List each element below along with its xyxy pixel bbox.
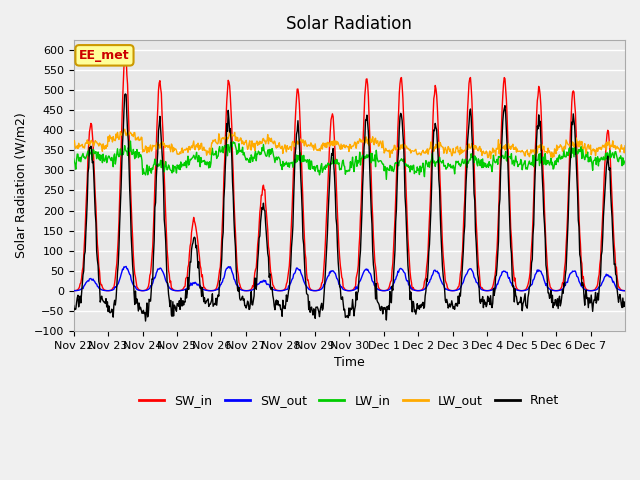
X-axis label: Time: Time	[334, 356, 365, 369]
Text: EE_met: EE_met	[79, 49, 130, 62]
Legend: SW_in, SW_out, LW_in, LW_out, Rnet: SW_in, SW_out, LW_in, LW_out, Rnet	[134, 389, 564, 412]
Title: Solar Radiation: Solar Radiation	[286, 15, 412, 33]
Y-axis label: Solar Radiation (W/m2): Solar Radiation (W/m2)	[15, 113, 28, 258]
